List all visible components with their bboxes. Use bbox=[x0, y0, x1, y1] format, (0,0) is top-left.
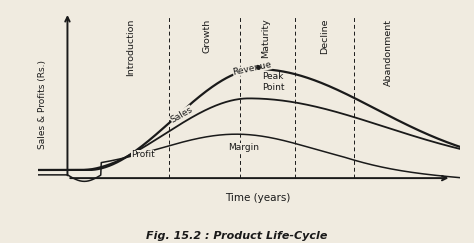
Text: Sales: Sales bbox=[169, 104, 194, 124]
Text: Maturity: Maturity bbox=[261, 19, 270, 58]
Text: Introduction: Introduction bbox=[126, 19, 135, 76]
Text: Margin: Margin bbox=[228, 143, 259, 152]
Text: Revenue: Revenue bbox=[232, 60, 273, 77]
Text: Profit: Profit bbox=[131, 150, 155, 159]
Text: Fig. 15.2 : Product Life-Cycle: Fig. 15.2 : Product Life-Cycle bbox=[146, 231, 328, 241]
Text: Time (years): Time (years) bbox=[225, 193, 290, 203]
Text: Sales & Profits (Rs.): Sales & Profits (Rs.) bbox=[37, 61, 46, 149]
Text: Abandonment: Abandonment bbox=[383, 19, 392, 86]
Text: Peak
Point: Peak Point bbox=[262, 72, 284, 92]
Text: Growth: Growth bbox=[202, 19, 211, 53]
Text: Decline: Decline bbox=[320, 19, 329, 54]
